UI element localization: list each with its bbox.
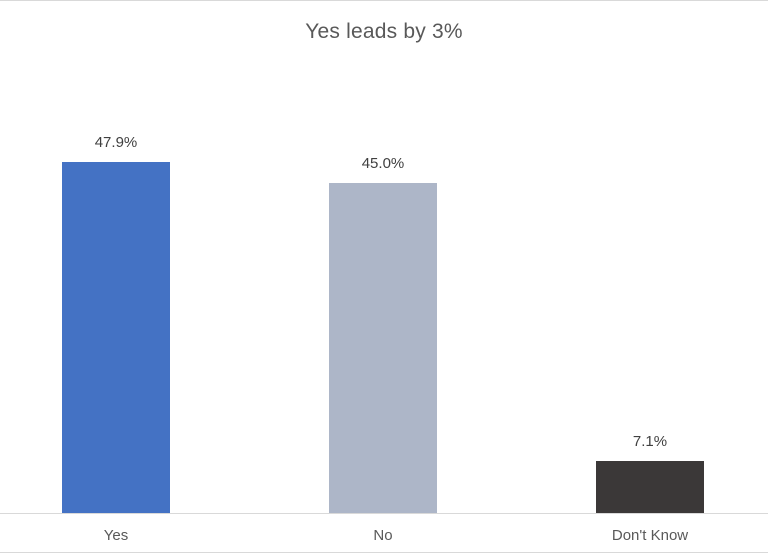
chart-top-border (0, 0, 768, 1)
data-label-no: 45.0% (361, 155, 405, 172)
x-axis-line (0, 513, 768, 514)
chart-title: Yes leads by 3% (305, 20, 463, 43)
bar-don-t-know (596, 461, 704, 513)
data-label-don-t-know: 7.1% (632, 433, 668, 450)
x-axis-label-don-t-know: Don't Know (611, 527, 689, 544)
x-axis-label-yes: Yes (103, 527, 129, 544)
bar-no (329, 183, 437, 513)
bar-yes (62, 162, 170, 513)
chart-bottom-border (0, 552, 768, 553)
x-axis-label-no: No (373, 527, 393, 544)
data-label-yes: 47.9% (94, 134, 138, 151)
